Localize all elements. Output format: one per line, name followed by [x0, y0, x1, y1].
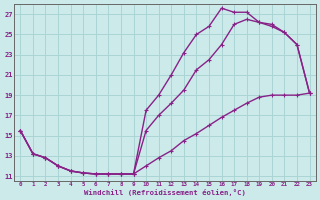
X-axis label: Windchill (Refroidissement éolien,°C): Windchill (Refroidissement éolien,°C) [84, 189, 246, 196]
